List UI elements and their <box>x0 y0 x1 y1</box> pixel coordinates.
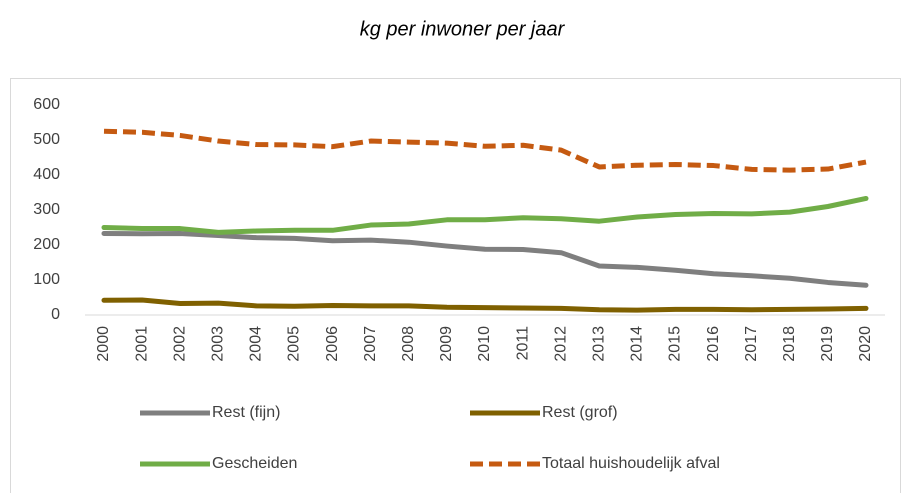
legend-label: Rest (fijn) <box>212 404 280 421</box>
series-line <box>103 128 867 173</box>
x-tick-label: 2017 <box>743 326 760 362</box>
x-tick-label: 2003 <box>210 326 227 362</box>
chart-frame <box>10 78 901 493</box>
x-tick-label: 2009 <box>438 326 455 362</box>
y-tick-label: 600 <box>33 96 60 113</box>
x-tick-label: 2000 <box>95 326 112 362</box>
x-tick-label: 2014 <box>629 326 646 362</box>
legend-label: Gescheiden <box>212 455 297 472</box>
y-tick-label: 500 <box>33 131 60 148</box>
series-line <box>101 297 869 313</box>
x-tick-label: 2004 <box>248 326 265 362</box>
x-tick-label: 2007 <box>362 326 379 362</box>
y-tick-label: 200 <box>33 236 60 253</box>
chart-title: kg per inwoner per jaar <box>360 18 566 40</box>
y-tick-label: 300 <box>33 201 60 218</box>
x-tick-label: 2012 <box>552 326 569 362</box>
y-tick-label: 0 <box>51 306 60 323</box>
x-tick-label: 2020 <box>857 326 874 362</box>
x-tick-label: 2013 <box>591 326 608 362</box>
x-tick-label: 2018 <box>781 326 798 362</box>
x-tick-label: 2006 <box>324 326 341 362</box>
x-tick-label: 2011 <box>514 326 531 361</box>
x-tick-label: 2005 <box>286 326 303 362</box>
x-tick-label: 2010 <box>476 326 493 362</box>
x-tick-label: 2008 <box>400 326 417 362</box>
y-tick-label: 100 <box>33 271 60 288</box>
y-tick-label: 400 <box>33 166 60 183</box>
x-tick-label: 2001 <box>133 326 150 362</box>
x-tick-label: 2016 <box>705 326 722 362</box>
x-tick-label: 2019 <box>819 326 836 362</box>
x-tick-label: 2015 <box>667 326 684 362</box>
x-tick-label: 2002 <box>171 326 188 362</box>
legend-label: Totaal huishoudelijk afval <box>542 455 720 472</box>
legend-label: Rest (grof) <box>542 404 618 421</box>
series-line <box>101 195 869 235</box>
series-line <box>101 230 869 288</box>
